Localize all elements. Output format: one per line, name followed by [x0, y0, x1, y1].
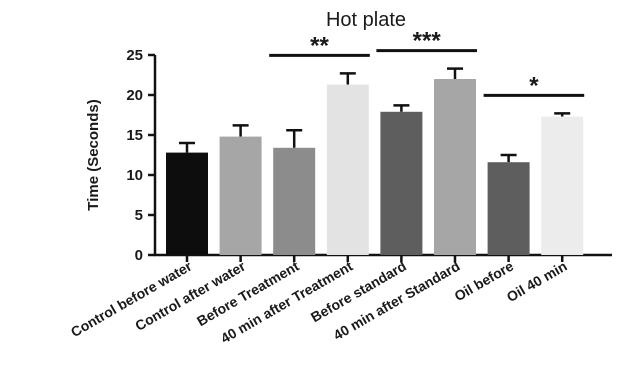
bar-before-standard: [380, 111, 423, 255]
bar-oil-before: [487, 162, 530, 255]
y-axis-label: Time (Seconds): [85, 99, 102, 210]
bar-control-before-water: [166, 152, 208, 255]
significance-label-1: **: [310, 32, 329, 59]
significance-label-2: ***: [413, 28, 442, 55]
y-tick-label-10: 10: [126, 167, 143, 184]
bar-before-treatment: [273, 147, 316, 255]
bar-control-after-water: [219, 136, 262, 255]
bar-40-min-after-treatment: [326, 84, 369, 255]
y-tick-label-5: 5: [135, 207, 143, 224]
y-tick-label-0: 0: [135, 247, 143, 264]
bar-40-min-after-standard: [434, 79, 476, 255]
y-tick-label-20: 20: [126, 87, 143, 104]
significance-label-3: *: [529, 72, 539, 99]
chart-title: Hot plate: [326, 9, 406, 31]
x-tick-label-oil-40-min: Oil 40 min: [504, 258, 570, 305]
bar-oil-40-min: [541, 116, 584, 255]
y-tick-label-25: 25: [126, 47, 143, 64]
y-tick-label-15: 15: [126, 127, 143, 144]
